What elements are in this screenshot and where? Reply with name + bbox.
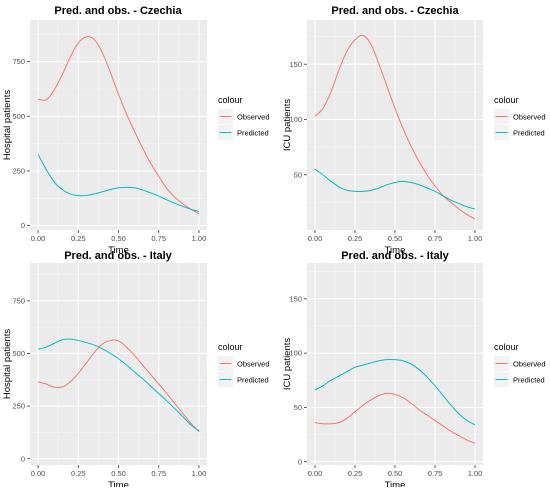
y-tick-label: 0 <box>298 457 302 466</box>
legend: colour Observed Predicted <box>494 342 546 387</box>
x-tick-label: 0.50 <box>388 469 403 478</box>
series-line-observed <box>37 339 200 433</box>
x-tick-label: 1.00 <box>468 469 483 478</box>
y-axis-title: Hospital patients <box>2 329 13 399</box>
x-tick-label: 0.00 <box>31 469 46 478</box>
legend-label: Observed <box>237 113 270 122</box>
chart-title: Pred. and obs. - Czechia <box>54 5 182 17</box>
legend-title: colour <box>218 95 243 105</box>
x-tick-label: 0.25 <box>348 234 363 243</box>
legend: colour Observed Predicted <box>218 342 270 387</box>
series-line-predicted <box>37 154 200 212</box>
x-tick-label: 0.50 <box>111 469 126 478</box>
x-tick-label: 1.00 <box>192 234 207 243</box>
y-tick-label: 150 <box>289 60 302 69</box>
chart-panel-4: 0.00 0.25 0.50 0.75 1.00 0 50 100 150 Pred. and o… <box>282 250 546 491</box>
x-tick-label: 0.00 <box>31 234 46 243</box>
series-line-predicted <box>314 168 476 210</box>
series-line-predicted <box>314 359 476 426</box>
x-tick-label: 1.00 <box>192 469 207 478</box>
x-tick-label: 0.50 <box>388 234 403 243</box>
y-tick-label: 250 <box>12 167 25 176</box>
x-axis-title: Time <box>385 245 406 256</box>
x-tick-label: 0.25 <box>71 469 86 478</box>
chart-title: Pred. and obs. - Czechia <box>331 5 459 17</box>
legend: colour Observed Predicted <box>218 95 270 140</box>
chart-panel-1: 0.00 0.25 0.50 0.75 1.00 0 250 500 750 Pred. and … <box>2 5 270 256</box>
y-tick-label: 750 <box>12 296 25 305</box>
x-tick-label: 0.75 <box>151 469 166 478</box>
series-line-observed <box>314 34 476 220</box>
legend-title: colour <box>494 342 519 352</box>
y-tick-label: 50 <box>294 170 302 179</box>
y-axis-title: ICU patients <box>282 338 293 391</box>
y-tick-label: 100 <box>289 115 302 124</box>
x-tick-label: 0.75 <box>151 234 166 243</box>
x-axis-title: Time <box>385 480 406 487</box>
series-line-observed <box>37 36 200 215</box>
chart-panel-3: 0.00 0.25 0.50 0.75 1.00 0 250 500 750 Pred. and … <box>2 250 270 491</box>
legend-label: Predicted <box>513 129 545 138</box>
x-tick-label: 1.00 <box>468 234 483 243</box>
x-tick-label: 0.50 <box>111 234 126 243</box>
legend-label: Observed <box>513 113 546 122</box>
legend-label: Predicted <box>237 129 269 138</box>
legend-label: Observed <box>237 360 270 369</box>
y-tick-label: 500 <box>12 112 25 121</box>
x-tick-label: 0.00 <box>308 469 323 478</box>
chart-title: Pred. and obs. - Italy <box>341 250 449 262</box>
y-tick-label: 100 <box>289 349 302 358</box>
y-tick-label: 50 <box>294 403 302 412</box>
legend-label: Predicted <box>513 376 545 385</box>
y-tick-label: 500 <box>12 349 25 358</box>
x-axis-title: Time <box>108 480 129 487</box>
x-tick-label: 0.75 <box>428 469 443 478</box>
x-tick-label: 0.75 <box>428 234 443 243</box>
legend-label: Predicted <box>237 376 269 385</box>
legend-title: colour <box>218 342 243 352</box>
chart-panel-2: 0.00 0.25 0.50 0.75 1.00 50 100 150 Pred. and ob… <box>282 5 546 256</box>
x-tick-label: 0.25 <box>71 234 86 243</box>
y-tick-label: 0 <box>21 454 25 463</box>
legend: colour Observed Predicted <box>494 95 546 140</box>
series-line-observed <box>314 392 476 444</box>
series-line-predicted <box>37 338 200 432</box>
x-axis-title: Time <box>108 245 129 256</box>
chart-title: Pred. and obs. - Italy <box>64 250 172 262</box>
x-tick-label: 0.00 <box>308 234 323 243</box>
y-tick-label: 150 <box>289 294 302 303</box>
legend-title: colour <box>494 95 519 105</box>
y-axis-title: Hospital patients <box>2 90 13 160</box>
y-tick-label: 750 <box>12 57 25 66</box>
x-tick-label: 0.25 <box>348 469 363 478</box>
y-tick-label: 250 <box>12 402 25 411</box>
legend-label: Observed <box>513 360 546 369</box>
y-tick-label: 0 <box>21 221 25 230</box>
y-axis-title: ICU patients <box>282 99 293 152</box>
